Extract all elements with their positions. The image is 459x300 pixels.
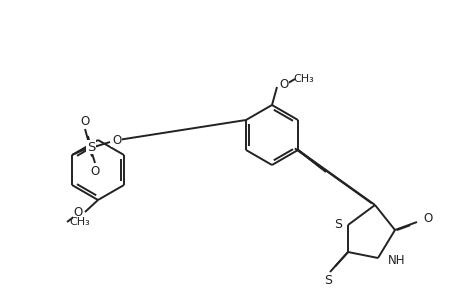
Text: S: S <box>87 140 95 154</box>
Text: O: O <box>73 206 83 220</box>
Text: O: O <box>422 212 431 226</box>
Text: S: S <box>323 274 331 286</box>
Text: O: O <box>90 164 100 178</box>
Text: O: O <box>80 115 90 128</box>
Text: CH₃: CH₃ <box>69 217 90 227</box>
Text: CH₃: CH₃ <box>292 74 313 84</box>
Text: O: O <box>279 77 288 91</box>
Text: S: S <box>333 218 341 232</box>
Text: O: O <box>112 134 121 146</box>
Text: NH: NH <box>387 254 405 266</box>
Text: O: O <box>112 134 121 146</box>
